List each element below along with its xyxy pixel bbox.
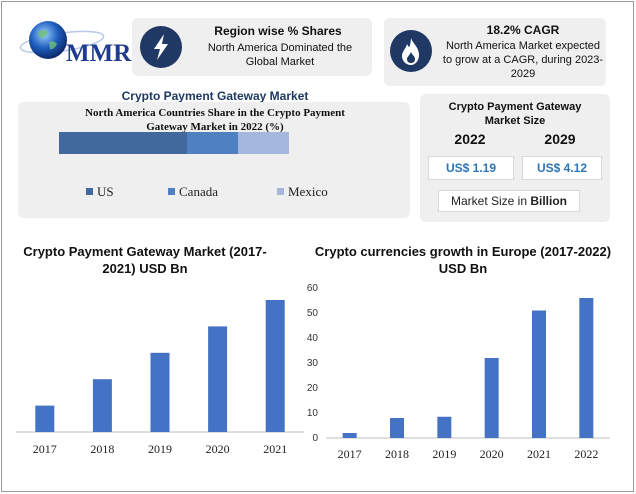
- legend-swatch-canada: [168, 188, 175, 195]
- stacked-share-bar: [59, 132, 289, 154]
- legend-label-us: US: [97, 184, 114, 199]
- globe-icon: [19, 21, 105, 59]
- x-tick-2020: 2020: [480, 447, 504, 461]
- bar-2018: [92, 379, 112, 432]
- share-chart-title: North America Countries Share in the Cry…: [85, 107, 345, 133]
- bar-2020: [208, 326, 228, 432]
- bar-2019: [437, 416, 452, 438]
- brand-name: MMR: [66, 40, 132, 67]
- y-tick-0: 0: [312, 433, 318, 444]
- x-tick-2022: 2022: [574, 447, 598, 461]
- cagr-card-title: 18.2% CAGR: [486, 23, 560, 37]
- market-size-title: Crypto Payment Gateway Market Size: [448, 101, 582, 127]
- region-card-title: Region wise % Shares: [214, 24, 342, 38]
- year-end: 2029: [544, 131, 576, 147]
- region-share-card: Region wise % Shares North America Domin…: [132, 18, 372, 76]
- europe-chart-title: Crypto currencies growth in Europe (2017…: [314, 244, 612, 276]
- bar-2019: [150, 352, 170, 432]
- unit-prefix: Market Size in: [450, 194, 531, 208]
- market-size-panel: Crypto Payment Gateway Market Size 2022 …: [420, 94, 610, 222]
- bar-2020: [484, 358, 499, 438]
- legend-mexico: Mexico: [277, 184, 328, 200]
- y-tick-30: 30: [307, 358, 319, 369]
- flame-icon: [390, 30, 432, 72]
- share-segment-mexico: [237, 132, 289, 154]
- legend-us: US: [86, 184, 114, 200]
- y-tick-40: 40: [307, 333, 319, 344]
- x-tick-2017: 2017: [33, 442, 57, 456]
- bar-2022: [579, 298, 594, 438]
- year-start: 2022: [454, 131, 486, 147]
- legend-swatch-us: [86, 188, 93, 195]
- y-tick-20: 20: [307, 383, 319, 394]
- bar-2017: [35, 405, 55, 432]
- y-tick-60: 60: [307, 283, 319, 294]
- x-tick-2018: 2018: [385, 447, 409, 461]
- country-share-panel: North America Countries Share in the Cry…: [18, 102, 410, 218]
- value-start: US$ 1.19: [428, 156, 514, 180]
- value-end: US$ 4.12: [522, 156, 602, 180]
- market-size-unit: Market Size in Billion: [438, 190, 580, 212]
- bar-2021: [532, 310, 546, 438]
- legend-canada: Canada: [168, 184, 218, 200]
- x-tick-2020: 2020: [206, 442, 230, 456]
- x-tick-2021: 2021: [263, 442, 287, 456]
- cagr-card: 18.2% CAGR North America Market expected…: [384, 18, 606, 86]
- x-tick-2017: 2017: [338, 447, 362, 461]
- cagr-card-text: North America Market expected to grow at…: [442, 40, 604, 80]
- y-tick-50: 50: [307, 308, 319, 319]
- region-card-text: North America Dominated the Global Marke…: [207, 42, 353, 68]
- x-tick-2019: 2019: [148, 442, 172, 456]
- bar-2017: [342, 433, 357, 438]
- legend-label-canada: Canada: [179, 184, 218, 199]
- y-tick-10: 10: [307, 408, 319, 419]
- unit-bold: Billion: [530, 194, 568, 208]
- mmr-logo: MMR: [18, 14, 132, 76]
- gateway-market-chart: 2017 2018 2019 2020 2021: [16, 300, 304, 456]
- share-panel-heading: Crypto Payment Gateway Market: [121, 89, 309, 103]
- gateway-chart-title: Crypto Payment Gateway Market (2017-2021…: [23, 244, 267, 276]
- lightning-icon: [140, 26, 182, 68]
- bar-2018: [390, 418, 404, 438]
- europe-growth-chart: 0 10 20 30 40 50 60 2017 2018 2019 2020 2021 2022: [307, 283, 610, 461]
- legend-label-mexico: Mexico: [288, 184, 328, 199]
- x-tick-2018: 2018: [90, 442, 114, 456]
- legend-swatch-mexico: [277, 188, 284, 195]
- share-segment-us: [59, 132, 187, 154]
- x-tick-2021: 2021: [527, 447, 551, 461]
- x-tick-2019: 2019: [432, 447, 456, 461]
- share-segment-canada: [186, 132, 238, 154]
- bar-2021: [265, 300, 285, 432]
